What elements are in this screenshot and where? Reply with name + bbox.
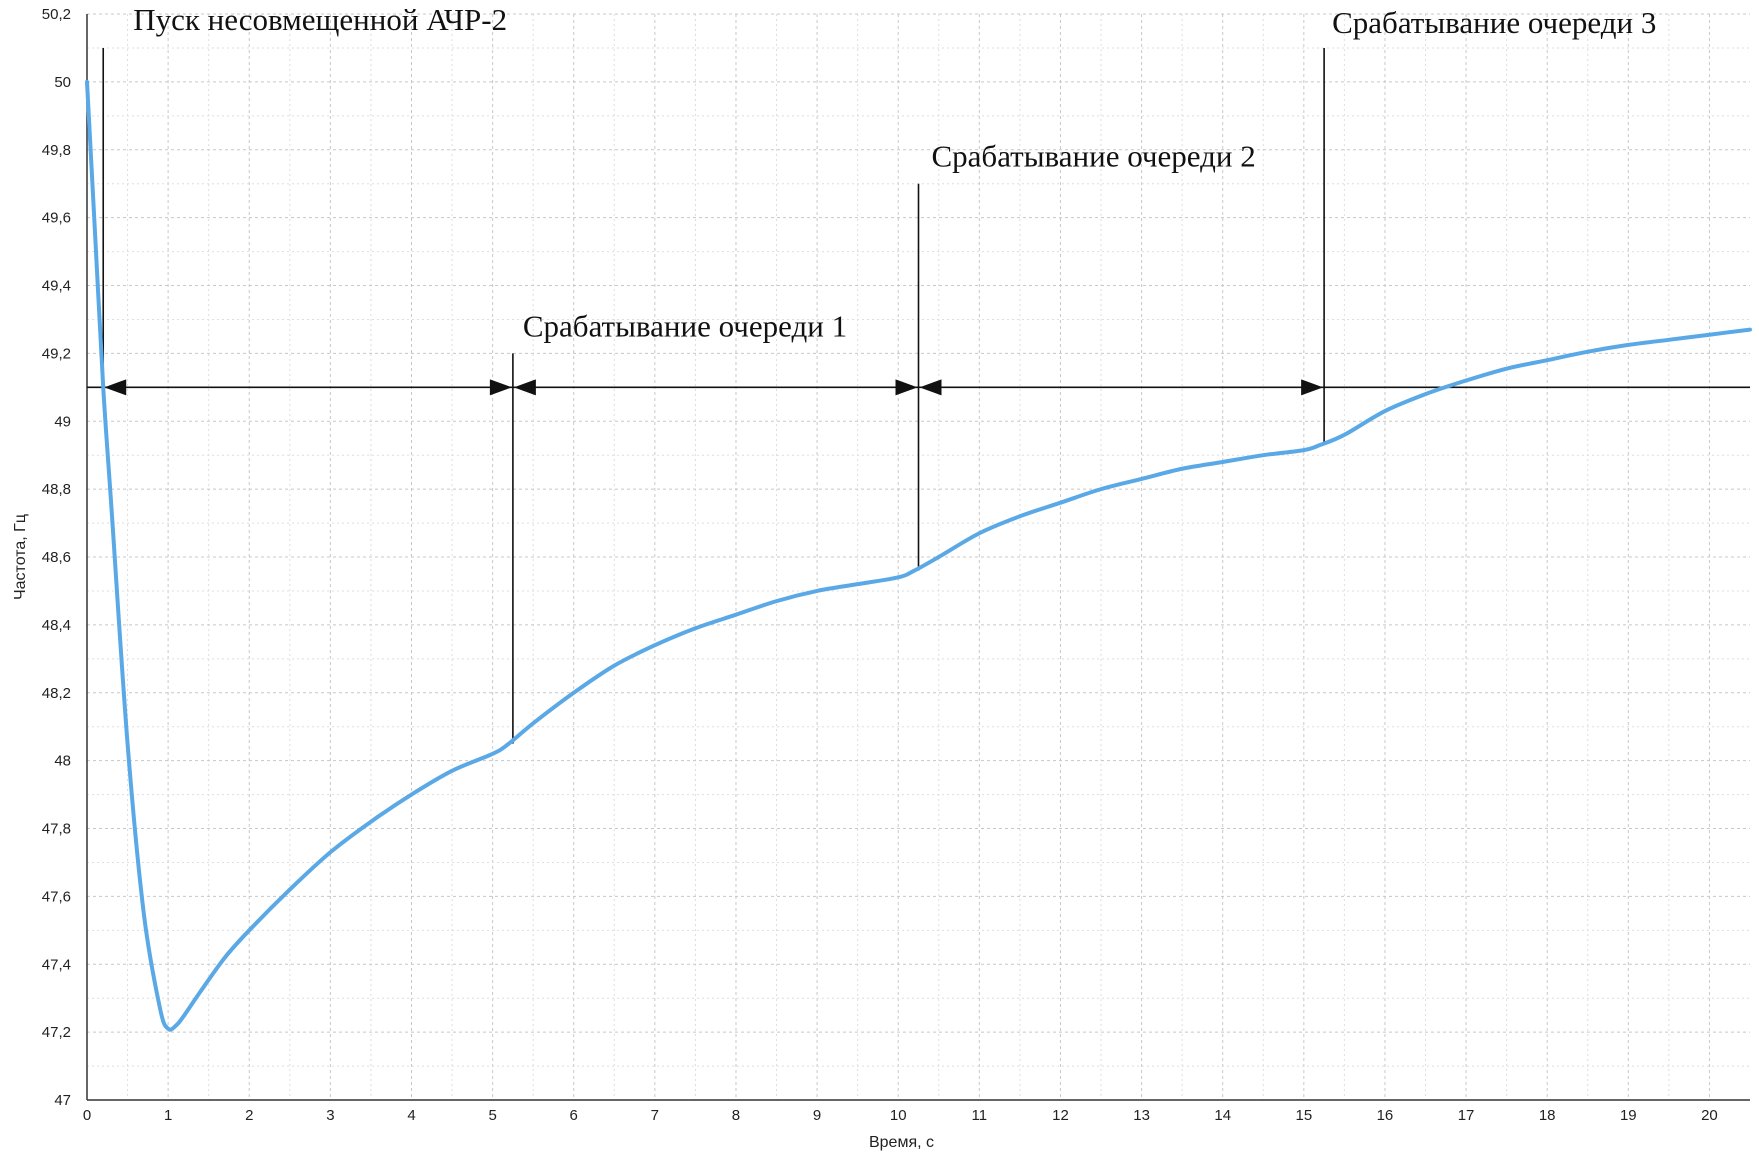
interval-arrowhead — [513, 379, 536, 396]
interval-arrowhead — [919, 379, 942, 396]
x-tick-label: 14 — [1214, 1107, 1231, 1124]
y-tick-label: 49,2 — [42, 345, 71, 362]
x-tick-label: 1 — [164, 1107, 172, 1124]
y-tick-label: 48,4 — [42, 617, 71, 634]
y-axis-title: Частота, Гц — [12, 514, 29, 600]
x-tick-label: 12 — [1052, 1107, 1069, 1124]
x-tick-label: 4 — [407, 1107, 415, 1124]
frequency-series-line — [85, 79, 1752, 1032]
series — [85, 79, 1752, 1032]
y-tick-label: 48,6 — [42, 549, 71, 566]
axes — [86, 14, 1750, 1101]
y-tick-label: 49 — [54, 413, 71, 430]
x-tick-label: 5 — [488, 1107, 496, 1124]
annotations: Пуск несовмещенной АЧР-2 Срабатывание оче… — [87, 2, 1750, 744]
y-tick-label: 47,8 — [42, 821, 71, 838]
x-tick-label: 13 — [1133, 1107, 1150, 1124]
x-tick-label: 20 — [1701, 1107, 1718, 1124]
marker-label: Срабатывание очереди 1 — [523, 308, 847, 343]
y-tick-label: 49,4 — [42, 278, 71, 295]
y-tick-label: 49,8 — [42, 142, 71, 159]
y-tick-label: 48,8 — [42, 481, 71, 498]
tick-labels: 0 1 2 3 4 5 6 7 8 9 10 11 12 13 14 15 16 17 18 19 204747,247… — [42, 6, 1718, 1124]
x-tick-label: 10 — [890, 1107, 907, 1124]
interval-arrowhead — [489, 379, 512, 396]
y-tick-label: 50 — [54, 74, 71, 91]
x-tick-label: 6 — [570, 1107, 578, 1124]
x-axis-title: Время, с — [869, 1134, 934, 1151]
x-tick-label: 16 — [1377, 1107, 1394, 1124]
x-tick-label: 9 — [813, 1107, 821, 1124]
y-tick-label: 48 — [54, 753, 71, 770]
grid — [87, 13, 1750, 1100]
x-tick-label: 2 — [245, 1107, 253, 1124]
y-tick-label: 47 — [54, 1092, 71, 1109]
x-tick-label: 3 — [326, 1107, 334, 1124]
marker-label: Срабатывание очереди 3 — [1332, 5, 1656, 40]
x-tick-label: 0 — [83, 1107, 91, 1124]
x-tick-label: 7 — [651, 1107, 659, 1124]
marker-label: Пуск несовмещенной АЧР-2 — [133, 2, 507, 37]
x-tick-label: 11 — [972, 1107, 988, 1124]
interval-arrowhead — [1301, 379, 1324, 396]
x-tick-label: 17 — [1458, 1107, 1475, 1124]
x-tick-label: 15 — [1295, 1107, 1312, 1124]
y-tick-label: 47,6 — [42, 888, 71, 905]
interval-arrowhead — [104, 379, 127, 396]
y-tick-label: 47,4 — [42, 956, 71, 973]
interval-arrowhead — [895, 379, 918, 396]
x-tick-label: 18 — [1539, 1107, 1556, 1124]
x-tick-label: 8 — [732, 1107, 740, 1124]
x-tick-label: 19 — [1620, 1107, 1637, 1124]
marker-label: Срабатывание очереди 2 — [932, 139, 1256, 174]
y-tick-label: 50,2 — [42, 6, 71, 23]
y-tick-label: 48,2 — [42, 685, 71, 702]
y-tick-label: 49,6 — [42, 210, 71, 227]
y-tick-label: 47,2 — [42, 1024, 71, 1041]
